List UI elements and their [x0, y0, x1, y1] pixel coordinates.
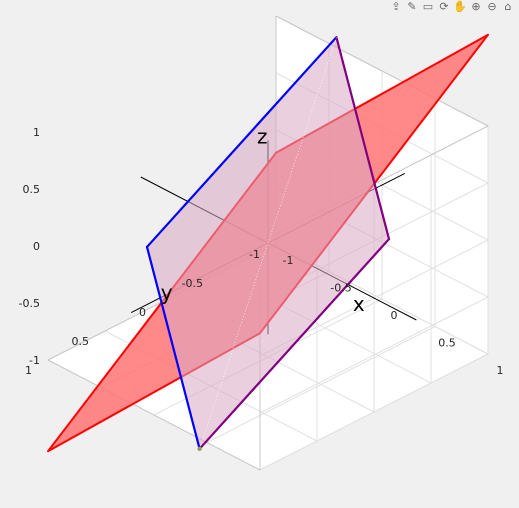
zoom-out-icon[interactable]: ⊖ — [487, 0, 497, 13]
datatip-icon[interactable]: ▭ — [422, 0, 434, 13]
z-tick-label: 1 — [33, 126, 40, 139]
z-tick-label: -0.5 — [19, 297, 40, 310]
zoom-in-icon[interactable]: ⊕ — [471, 0, 481, 13]
figure-toolbar: ⇪ ✎ ▭ ⟳ ✋ ⊕ ⊖ ⌂ — [389, 0, 515, 13]
box-edge — [275, 15, 489, 127]
plot-marks — [47, 33, 489, 453]
rhombus-edge — [145, 36, 338, 249]
y-tick-label: 0.5 — [72, 335, 90, 348]
brush-icon[interactable]: ✎ — [407, 0, 417, 13]
axis-label-x: x — [353, 292, 365, 316]
rhombus-diagonal — [199, 37, 337, 449]
z-tick-label: 0.5 — [23, 183, 41, 196]
x-tick-label: 0.5 — [438, 337, 456, 350]
rhombus-edge-overlap — [198, 237, 391, 450]
home-icon[interactable]: ⌂ — [504, 0, 512, 13]
export-icon[interactable]: ⇪ — [391, 0, 401, 13]
grid-line — [206, 326, 436, 443]
y-tick-label: 1 — [25, 364, 32, 377]
x-tick-label: 1 — [497, 364, 504, 377]
y-tick-label: 0 — [139, 306, 146, 319]
rhombus-edge-overlap — [335, 36, 391, 241]
x-tick-label: -1 — [283, 254, 294, 267]
tick-labels: xyz-1-0.500.51-1-0.500.51-1-0.500.51 — [19, 124, 504, 377]
axis-label-z: z — [257, 124, 268, 148]
rhombus-edge — [145, 245, 201, 450]
pan-icon[interactable]: ✋ — [453, 0, 467, 13]
x-tick-label: 0 — [391, 309, 398, 322]
vertex-marker — [197, 446, 202, 451]
x-tick-label: -0.5 — [330, 282, 351, 295]
box-edge — [47, 359, 261, 471]
z-tick-label: 0 — [33, 240, 40, 253]
grid-line — [259, 353, 489, 471]
y-tick-label: -0.5 — [182, 277, 203, 290]
z-tick-label: -1 — [29, 354, 40, 367]
y-tick-label: -1 — [249, 248, 260, 261]
axis-label-y: y — [161, 281, 173, 305]
rotate-icon[interactable]: ⟳ — [439, 0, 449, 13]
